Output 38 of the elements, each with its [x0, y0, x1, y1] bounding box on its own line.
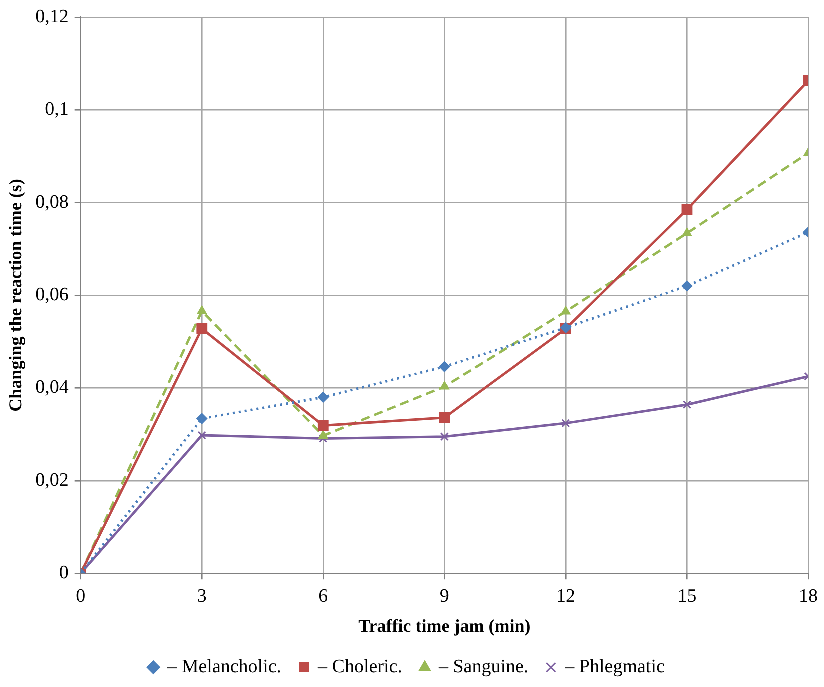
point: [196, 413, 208, 424]
legend-label: – Sanguine.: [438, 656, 529, 678]
y-tick-label: 0: [59, 562, 69, 584]
x-tick-label: 18: [799, 586, 818, 607]
x-tick-label: 3: [197, 586, 207, 607]
x-axis-title: Traffic time jam (min): [358, 616, 531, 636]
x-tick-label: 15: [678, 586, 697, 607]
point: [439, 412, 450, 424]
point: [440, 381, 450, 390]
point: [682, 204, 693, 216]
y-tick-label: 0,1: [45, 99, 69, 120]
legend-label: – Choleric.: [317, 656, 402, 678]
point: [198, 431, 206, 440]
x-tick-label: 6: [318, 586, 328, 607]
point: [682, 228, 692, 236]
y-axis-title: Changing the reaction time (s): [5, 179, 26, 412]
y-tick-label: 0,12: [36, 6, 69, 28]
x-tick-label: 12: [556, 586, 576, 607]
x-tick-label: 9: [440, 586, 450, 607]
point: [318, 420, 329, 432]
point: [196, 323, 208, 334]
point: [197, 306, 207, 314]
point: [440, 432, 449, 442]
y-tick-label: 0,02: [36, 470, 69, 491]
point: [319, 434, 328, 444]
y-tick-label: 0,08: [36, 192, 69, 213]
point: [562, 419, 570, 428]
legend-label: – Melancholic.: [166, 656, 282, 678]
y-tick-label: 0,06: [36, 284, 69, 306]
legend-label: – Phlegmatic: [564, 656, 665, 678]
x-tick-label: 0: [76, 586, 86, 607]
point: [682, 280, 693, 292]
point: [318, 392, 329, 403]
point: [561, 306, 571, 315]
point: [439, 361, 450, 372]
point: [682, 400, 692, 410]
point: [318, 430, 328, 439]
y-tick-label: 0,04: [36, 377, 70, 398]
